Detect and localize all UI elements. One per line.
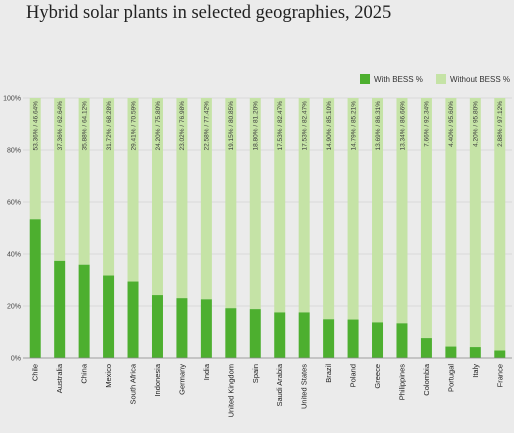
legend-label-with-bess: With BESS % [374, 74, 423, 84]
bar-without-bess [274, 98, 286, 313]
x-tick-label: Poland [349, 364, 358, 387]
bar-without-bess [298, 98, 310, 313]
x-tick-label: Philippines [397, 364, 406, 401]
bar-without-bess [54, 98, 66, 261]
y-tick-label: 0% [11, 356, 21, 363]
bar-without-bess [29, 98, 41, 220]
bar-without-bess [249, 98, 261, 310]
x-tick-label: Germany [177, 364, 186, 395]
legend-item-with-bess: With BESS % [360, 74, 423, 84]
x-tick-label: China [80, 363, 89, 383]
bar-without-bess [396, 98, 408, 324]
bar-with-bess [323, 319, 335, 358]
legend-swatch-without-bess [436, 74, 446, 84]
bar-data-label: 2.88% / 97.12% [497, 101, 504, 147]
bar-with-bess [372, 322, 384, 358]
bar-data-label: 37.36% / 62.64% [57, 101, 64, 151]
bar-data-label: 13.69% / 86.31% [375, 101, 382, 151]
bar-with-bess [29, 219, 41, 358]
bar-without-bess [372, 98, 384, 323]
y-tick-label: 60% [7, 200, 21, 207]
bar-with-bess [298, 312, 310, 358]
bar-without-bess [151, 98, 163, 296]
x-tick-label: Australia [55, 363, 64, 393]
legend: With BESS % Without BESS % [0, 74, 514, 88]
bar-without-bess [323, 98, 335, 320]
x-tick-label: Chile [31, 364, 40, 381]
bar-data-label: 23.02% / 76.98% [179, 101, 186, 151]
bar-without-bess [127, 98, 139, 282]
bar-data-label: 4.20% / 95.80% [473, 101, 480, 147]
bar-data-label: 17.53% / 82.47% [277, 101, 284, 151]
x-tick-label: Indonesia [153, 363, 162, 396]
bar-data-label: 29.41% / 70.59% [130, 101, 137, 151]
x-tick-label: South Africa [129, 363, 138, 404]
y-tick-label: 80% [7, 148, 21, 155]
bar-with-bess [396, 323, 408, 358]
y-tick-label: 100% [3, 96, 21, 103]
chart-title: Hybrid solar plants in selected geograph… [26, 3, 392, 23]
bar-data-label: 4.40% / 95.60% [448, 101, 455, 147]
x-tick-label: Colombia [422, 363, 431, 396]
bar-without-bess [420, 98, 432, 339]
bar-with-bess [249, 309, 261, 358]
bar-with-bess [494, 350, 506, 358]
bar-without-bess [494, 98, 506, 351]
bar-without-bess [225, 98, 237, 309]
bar-with-bess [103, 275, 115, 358]
x-tick-label: France [495, 364, 504, 387]
bar-data-label: 19.15% / 80.85% [228, 101, 235, 151]
bar-without-bess [103, 98, 115, 276]
legend-swatch-with-bess [360, 74, 370, 84]
x-tick-label: United Kingdom [226, 364, 235, 417]
bar-data-label: 35.88% / 64.12% [81, 101, 88, 151]
bar-data-label: 53.36% / 46.64% [33, 101, 40, 151]
x-tick-label: Italy [471, 364, 480, 378]
bar-data-label: 13.34% / 86.66% [399, 101, 406, 151]
bar-data-label: 17.53% / 82.47% [301, 101, 308, 151]
bar-with-bess [200, 299, 212, 358]
x-tick-label: Greece [373, 364, 382, 389]
bar-with-bess [127, 281, 139, 358]
bar-data-label: 31.72% / 68.28% [106, 101, 113, 151]
bar-with-bess [274, 312, 286, 358]
bar-with-bess [225, 308, 237, 358]
bar-without-bess [469, 98, 481, 348]
bar-data-label: 22.58% / 77.42% [204, 101, 211, 151]
x-tick-label: India [202, 363, 211, 380]
y-tick-label: 20% [7, 304, 21, 311]
legend-item-without-bess: Without BESS % [436, 74, 510, 84]
bar-with-bess [54, 260, 66, 358]
x-tick-label: Mexico [104, 364, 113, 388]
bar-data-label: 18.80% / 81.20% [253, 101, 260, 151]
bar-with-bess [469, 347, 481, 358]
x-tick-label: Saudi Arabia [275, 363, 284, 406]
x-tick-label: Spain [251, 364, 260, 383]
bar-data-label: 7.66% / 92.34% [424, 101, 431, 147]
bar-with-bess [445, 346, 457, 358]
bar-without-bess [176, 98, 188, 299]
bar-data-label: 14.79% / 85.21% [350, 101, 357, 151]
legend-label-without-bess: Without BESS % [450, 74, 511, 84]
bar-data-label: 24.20% / 75.80% [155, 101, 162, 151]
bar-with-bess [347, 319, 359, 358]
bar-without-bess [78, 98, 90, 265]
y-tick-label: 40% [7, 252, 21, 259]
bar-with-bess [151, 295, 163, 358]
bar-without-bess [445, 98, 457, 347]
x-tick-label: Brazil [324, 364, 333, 383]
bar-with-bess [176, 298, 188, 358]
bar-without-bess [347, 98, 359, 320]
bar-without-bess [200, 98, 212, 300]
x-tick-label: United States [300, 364, 309, 409]
bar-with-bess [420, 338, 432, 358]
bar-data-label: 14.90% / 85.10% [326, 101, 333, 151]
bar-with-bess [78, 264, 90, 358]
x-tick-label: Portugal [446, 364, 455, 392]
